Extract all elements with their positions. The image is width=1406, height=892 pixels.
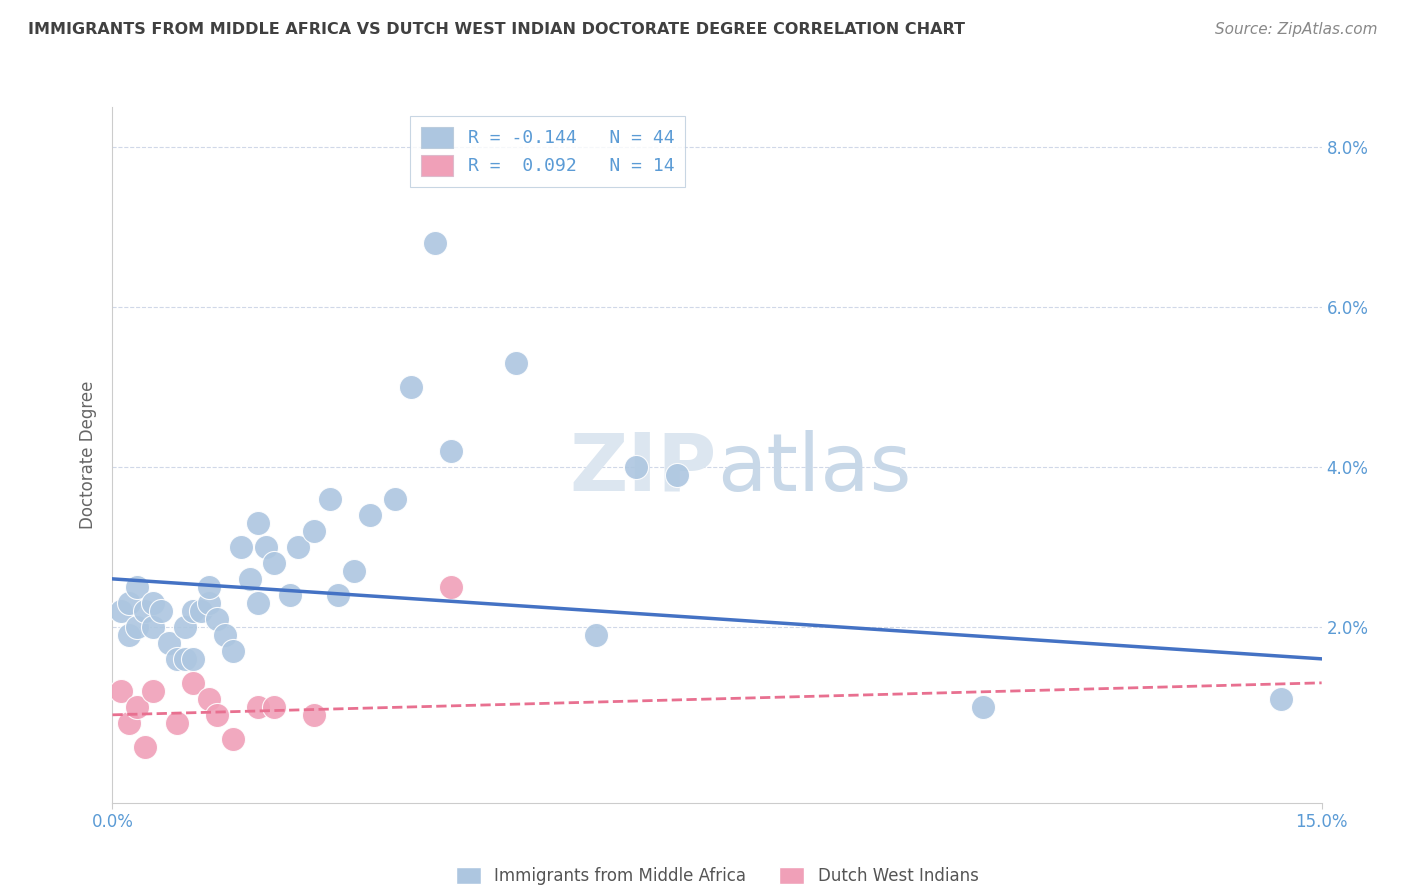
Point	[254, 540, 277, 554]
Point	[319, 491, 342, 506]
Point	[302, 707, 325, 722]
Point	[198, 596, 221, 610]
Point	[110, 683, 132, 698]
Point	[585, 628, 607, 642]
Text: ZIP: ZIP	[569, 430, 717, 508]
Point	[125, 620, 148, 634]
Point	[198, 580, 221, 594]
Point	[157, 636, 180, 650]
Point	[263, 556, 285, 570]
Point	[174, 620, 197, 634]
Point	[440, 580, 463, 594]
Point	[399, 380, 422, 394]
Point	[181, 604, 204, 618]
Point	[440, 444, 463, 458]
Point	[181, 652, 204, 666]
Point	[287, 540, 309, 554]
Point	[231, 540, 253, 554]
Point	[134, 739, 156, 754]
Text: Source: ZipAtlas.com: Source: ZipAtlas.com	[1215, 22, 1378, 37]
Point	[125, 580, 148, 594]
Point	[222, 644, 245, 658]
Legend: Immigrants from Middle Africa, Dutch West Indians: Immigrants from Middle Africa, Dutch Wes…	[449, 861, 986, 892]
Y-axis label: Doctorate Degree: Doctorate Degree	[79, 381, 97, 529]
Point	[207, 707, 229, 722]
Point	[278, 588, 301, 602]
Point	[166, 715, 188, 730]
Point	[384, 491, 406, 506]
Point	[207, 612, 229, 626]
Point	[125, 699, 148, 714]
Point	[359, 508, 381, 522]
Point	[117, 715, 139, 730]
Point	[328, 588, 350, 602]
Point	[117, 596, 139, 610]
Point	[117, 628, 139, 642]
Point	[665, 467, 688, 482]
Point	[110, 604, 132, 618]
Point	[142, 620, 165, 634]
Point	[134, 604, 156, 618]
Point	[505, 356, 527, 370]
Point	[174, 652, 197, 666]
Point	[149, 604, 172, 618]
Point	[190, 604, 212, 618]
Point	[343, 564, 366, 578]
Text: atlas: atlas	[717, 430, 911, 508]
Point	[166, 652, 188, 666]
Point	[238, 572, 260, 586]
Point	[222, 731, 245, 746]
Point	[142, 683, 165, 698]
Text: IMMIGRANTS FROM MIDDLE AFRICA VS DUTCH WEST INDIAN DOCTORATE DEGREE CORRELATION : IMMIGRANTS FROM MIDDLE AFRICA VS DUTCH W…	[28, 22, 965, 37]
Point	[246, 516, 269, 530]
Point	[263, 699, 285, 714]
Point	[246, 699, 269, 714]
Point	[423, 235, 446, 250]
Point	[302, 524, 325, 538]
Point	[181, 676, 204, 690]
Point	[142, 596, 165, 610]
Point	[198, 691, 221, 706]
Point	[1270, 691, 1292, 706]
Point	[626, 459, 648, 474]
Point	[972, 699, 994, 714]
Point	[214, 628, 236, 642]
Point	[246, 596, 269, 610]
